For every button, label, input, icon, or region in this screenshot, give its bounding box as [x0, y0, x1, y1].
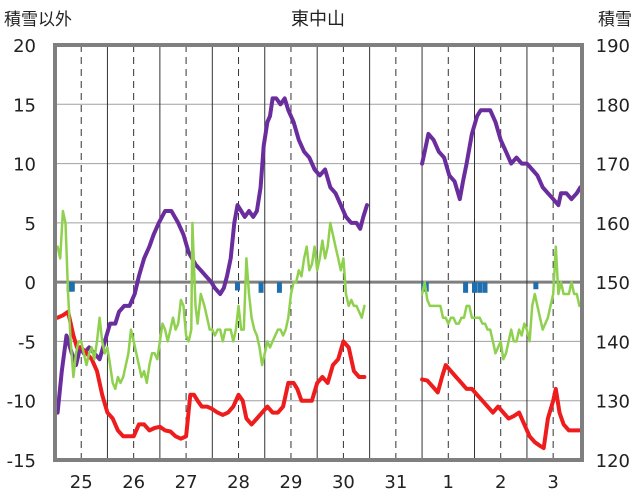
left-tick-label: 20 — [13, 36, 36, 57]
right-tick-label: 140 — [596, 332, 630, 353]
precipitation-bar — [472, 282, 478, 293]
right-axis-label: 積雪 — [598, 10, 632, 30]
x-tick-label: 26 — [122, 472, 145, 493]
x-tick-label: 3 — [547, 472, 558, 493]
left-tick-label: 5 — [25, 214, 36, 235]
right-tick-label: 130 — [596, 392, 630, 413]
chart-title: 東中山 — [291, 9, 345, 30]
x-tick-label: 29 — [280, 472, 303, 493]
left-tick-label: -15 — [7, 451, 36, 472]
precipitation-bar — [533, 282, 539, 290]
x-tick-label: 27 — [175, 472, 198, 493]
precipitation-bar — [276, 282, 282, 293]
left-tick-label: 15 — [13, 95, 36, 116]
precipitation-bar — [258, 282, 264, 293]
right-tick-label: 180 — [596, 95, 630, 116]
x-tick-label: 25 — [70, 472, 93, 493]
left-tick-label: 0 — [25, 273, 36, 294]
series-line-other — [420, 245, 581, 361]
precipitation-bar — [69, 282, 75, 292]
right-tick-label: 170 — [596, 155, 630, 176]
precipitation-bar — [463, 282, 469, 293]
x-tick-label: 30 — [332, 472, 355, 493]
left-tick-label: -10 — [7, 392, 36, 413]
right-tick-label: 150 — [596, 273, 630, 294]
series-line-temperature — [420, 363, 582, 451]
left-tick-label: 10 — [13, 155, 36, 176]
left-tick-label: -5 — [18, 332, 36, 353]
grid — [55, 45, 582, 460]
series-lines — [55, 96, 583, 451]
right-tick-label: 190 — [596, 36, 630, 57]
precipitation-bar — [482, 282, 488, 293]
left-axis-label: 積雪以外 — [4, 10, 72, 30]
x-tick-label: 2 — [495, 472, 506, 493]
x-tick-label: 1 — [443, 472, 454, 493]
x-tick-label: 28 — [227, 472, 250, 493]
right-tick-label: 160 — [596, 214, 630, 235]
series-line-snow_depth — [55, 96, 369, 415]
axis-tick-labels: 20151050-5-10-15190180170160150140130120… — [7, 36, 630, 493]
right-tick-label: 120 — [596, 451, 630, 472]
plot-frame — [53, 43, 584, 462]
x-tick-label: 31 — [384, 472, 407, 493]
series-line-snow_depth — [420, 108, 583, 208]
series-line-other — [56, 209, 366, 391]
precipitation-bar — [234, 282, 240, 291]
series-line-temperature — [55, 309, 367, 441]
precipitation-bar — [477, 282, 483, 293]
